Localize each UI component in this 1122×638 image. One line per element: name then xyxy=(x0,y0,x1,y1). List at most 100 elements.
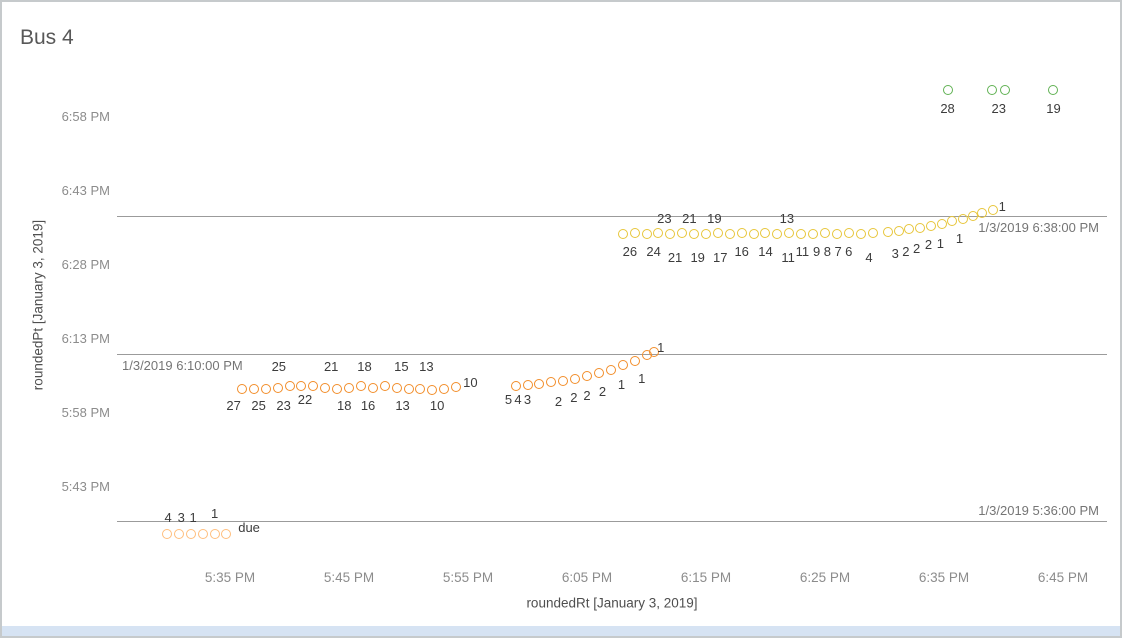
point-label: 3 xyxy=(891,246,899,262)
data-point[interactable] xyxy=(689,228,700,239)
data-point[interactable] xyxy=(629,355,640,366)
data-point[interactable] xyxy=(648,346,659,357)
data-point[interactable] xyxy=(248,384,259,395)
point-label: 11 xyxy=(795,244,810,260)
point-label: 4 xyxy=(164,509,172,525)
horizontal-scrollbar[interactable] xyxy=(2,626,1120,636)
data-point[interactable] xyxy=(629,228,640,239)
data-point[interactable] xyxy=(209,528,220,539)
data-point[interactable] xyxy=(605,364,616,375)
data-point[interactable] xyxy=(736,228,747,239)
data-point[interactable] xyxy=(724,229,735,240)
point-label: 19 xyxy=(707,211,722,227)
point-label: 1 xyxy=(936,236,945,252)
data-point[interactable] xyxy=(344,383,355,394)
data-point[interactable] xyxy=(296,380,307,391)
data-point[interactable] xyxy=(427,385,438,396)
data-point[interactable] xyxy=(831,229,842,240)
data-point[interactable] xyxy=(665,229,676,240)
data-point[interactable] xyxy=(617,229,628,240)
data-point[interactable] xyxy=(701,229,711,240)
data-point[interactable] xyxy=(958,213,969,224)
x-axis-tick-label: 6:35 PM xyxy=(918,570,970,585)
point-label: 13 xyxy=(395,397,410,413)
data-point[interactable] xyxy=(1048,85,1059,96)
data-point[interactable] xyxy=(403,384,414,395)
data-point[interactable] xyxy=(999,85,1010,96)
data-point[interactable] xyxy=(936,218,947,229)
point-label: 2 xyxy=(583,387,591,403)
data-point[interactable] xyxy=(617,360,628,371)
data-point[interactable] xyxy=(942,85,953,96)
data-point[interactable] xyxy=(522,379,533,390)
data-point[interactable] xyxy=(284,380,295,391)
data-point[interactable] xyxy=(558,375,569,386)
data-point[interactable] xyxy=(391,383,402,394)
point-label: 3 xyxy=(177,509,185,525)
point-label: 21 xyxy=(667,250,683,266)
data-point[interactable] xyxy=(379,380,390,391)
data-point[interactable] xyxy=(546,377,557,388)
data-point[interactable] xyxy=(760,228,771,239)
data-point[interactable] xyxy=(173,528,184,539)
x-axis-tick-label: 6:45 PM xyxy=(1037,570,1089,585)
data-point[interactable] xyxy=(904,224,915,235)
data-point[interactable] xyxy=(977,208,988,219)
data-point[interactable] xyxy=(510,380,521,391)
point-label: 4 xyxy=(514,391,522,407)
data-point[interactable] xyxy=(855,229,866,240)
data-point[interactable] xyxy=(161,528,172,539)
data-point[interactable] xyxy=(534,378,545,389)
data-point[interactable] xyxy=(185,528,196,539)
point-label: 17 xyxy=(713,250,728,266)
data-point[interactable] xyxy=(332,384,343,395)
point-label: 16 xyxy=(360,397,376,413)
data-point[interactable] xyxy=(355,380,366,391)
point-label: 19 xyxy=(690,250,705,266)
data-point[interactable] xyxy=(570,373,581,384)
data-point[interactable] xyxy=(796,228,807,239)
data-point[interactable] xyxy=(415,384,426,395)
point-label: 19 xyxy=(1046,100,1061,116)
data-point[interactable] xyxy=(712,228,723,239)
data-point[interactable] xyxy=(772,229,783,240)
point-label: 23 xyxy=(991,100,1006,116)
reference-line-label: 1/3/2019 6:38:00 PM xyxy=(978,219,1099,235)
data-point[interactable] xyxy=(593,368,604,379)
data-point[interactable] xyxy=(748,229,759,240)
data-point[interactable] xyxy=(582,371,592,382)
data-point[interactable] xyxy=(260,383,271,394)
point-label: 23 xyxy=(276,397,291,413)
data-point[interactable] xyxy=(451,382,462,393)
data-point[interactable] xyxy=(967,211,978,222)
data-point[interactable] xyxy=(221,528,232,539)
data-point[interactable] xyxy=(308,381,319,392)
point-label: 25 xyxy=(251,397,266,413)
data-point[interactable] xyxy=(843,228,854,239)
data-point[interactable] xyxy=(819,228,830,239)
data-point[interactable] xyxy=(197,528,208,539)
data-point[interactable] xyxy=(641,229,652,240)
data-point[interactable] xyxy=(986,85,997,96)
data-point[interactable] xyxy=(653,228,664,239)
data-point[interactable] xyxy=(867,228,878,239)
data-point[interactable] xyxy=(925,220,936,231)
data-point[interactable] xyxy=(367,382,378,393)
data-point[interactable] xyxy=(987,204,998,215)
data-point[interactable] xyxy=(236,384,247,395)
reference-line-label: 1/3/2019 6:10:00 PM xyxy=(122,357,243,373)
data-point[interactable] xyxy=(784,228,795,239)
data-point[interactable] xyxy=(677,228,688,239)
data-point[interactable] xyxy=(808,229,819,240)
data-point[interactable] xyxy=(272,382,283,393)
data-point[interactable] xyxy=(893,225,904,236)
point-label: 2 xyxy=(902,244,910,260)
data-point[interactable] xyxy=(883,227,894,238)
point-label: 8 xyxy=(823,244,831,260)
data-point[interactable] xyxy=(439,384,450,395)
y-axis-title: roundedPt [January 3, 2019] xyxy=(30,219,46,391)
data-point[interactable] xyxy=(947,216,958,227)
data-point[interactable] xyxy=(915,222,926,233)
chart-title: Bus 4 xyxy=(20,26,74,49)
data-point[interactable] xyxy=(320,383,331,394)
